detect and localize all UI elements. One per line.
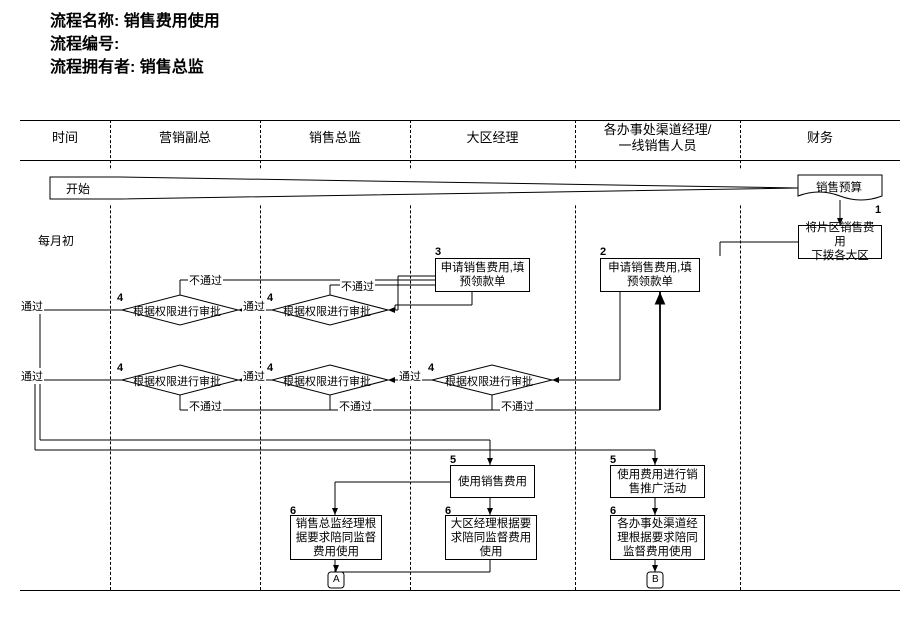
process-owner-value: 销售总监 <box>140 59 204 76</box>
process-name-value: 销售费用使用 <box>124 13 220 30</box>
diamond-c3b-text: 根据权限进行审批 <box>444 373 534 389</box>
lbl-fail-c1b: 不通过 <box>188 398 223 414</box>
diamond-c1a-text: 根据权限进行审批 <box>132 303 222 319</box>
diamond-c1b-text: 根据权限进行审批 <box>132 373 222 389</box>
lbl-pass-c3b: 通过 <box>398 368 422 384</box>
step-4c: 4 <box>428 362 434 374</box>
budget-label: 销售预算 <box>815 179 863 195</box>
step-1: 1 <box>875 204 881 216</box>
step-4d: 4 <box>267 362 273 374</box>
lbl-pass-c1a: 通过 <box>20 298 44 314</box>
process-owner-label: 流程拥有者: <box>50 59 135 76</box>
lbl-fail-c2a: 不通过 <box>340 278 375 294</box>
process-header: 流程名称: 销售费用使用 流程编号: 流程拥有者: 销售总监 <box>50 10 220 79</box>
lbl-pass-c2b: 通过 <box>242 368 266 384</box>
distribute-box: 将片区销售费用 下拨各大区 <box>798 225 882 259</box>
use-c3-box: 使用销售费用 <box>450 465 535 498</box>
process-number-label: 流程编号: <box>50 36 119 53</box>
monitor-c3-box: 大区经理根据要 求陪同监督费用 使用 <box>445 515 537 560</box>
apply3-box: 申请销售费用,填 预领款单 <box>435 258 530 292</box>
step-4a: 4 <box>267 292 273 304</box>
lbl-fail-c2b: 不通过 <box>338 398 373 414</box>
conn-a-label: A <box>332 574 341 585</box>
conn-b-label: B <box>651 574 660 585</box>
swimlane-container: 时间 营销副总 销售总监 大区经理 各办事处渠道经理/ 一线销售人员 财务 每月… <box>20 120 900 620</box>
diamond-c2b-text: 根据权限进行审批 <box>282 373 372 389</box>
lbl-pass-c1b: 通过 <box>20 368 44 384</box>
monitor-c4-box: 各办事处渠道经 理根据要求陪同 监督费用使用 <box>610 515 705 560</box>
step-4e: 4 <box>117 362 123 374</box>
lbl-pass-c2a: 通过 <box>242 298 266 314</box>
lbl-fail-c3b: 不通过 <box>500 398 535 414</box>
process-name-label: 流程名称: <box>50 13 119 30</box>
lbl-fail-c1a: 不通过 <box>188 272 223 288</box>
apply2-box: 申请销售费用,填 预领款单 <box>600 258 700 292</box>
monitor-c2-box: 销售总监经理根 据要求陪同监督 费用使用 <box>290 515 382 560</box>
step-4b: 4 <box>117 292 123 304</box>
step-2: 2 <box>600 246 606 258</box>
step-3: 3 <box>435 246 441 258</box>
start-label: 开始 <box>65 180 91 197</box>
diamond-c2a-text: 根据权限进行审批 <box>282 303 372 319</box>
use-c4-box: 使用费用进行销 售推广活动 <box>610 465 705 498</box>
